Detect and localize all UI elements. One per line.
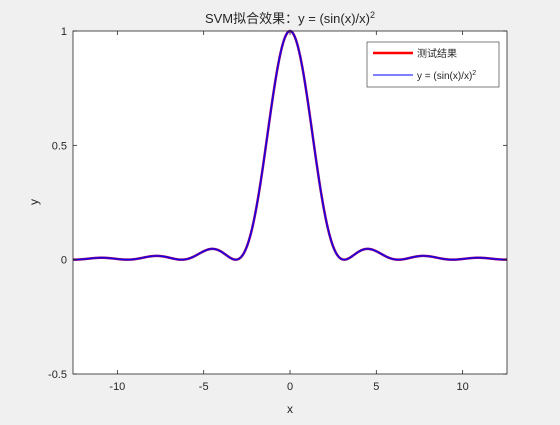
title-superscript: 2 [370,10,375,20]
y-tick-label: 0 [61,255,67,267]
x-axis-label: x [287,402,293,416]
y-tick-label: 1 [61,26,67,38]
x-tick-label: -5 [199,381,209,393]
y-tick-label: 0.5 [52,140,67,152]
y-tick-label: -0.5 [48,369,67,381]
y-axis-label: y [27,199,41,205]
chart-title: SVM拟合效果：y = (sin(x)/x)2 [205,10,375,26]
x-tick-label: 5 [373,381,379,393]
legend-superscript: 2 [472,70,476,77]
legend-box [366,41,500,88]
legend-label-test-result: 测试结果 [417,47,457,60]
legend: 测试结果 y = (sin(x)/x)2 [366,41,500,88]
x-tick-label: -10 [109,381,125,393]
x-tick-label: 0 [287,381,293,393]
legend-label-true-function: y = (sin(x)/x)2 [417,70,476,82]
x-tick-label: 10 [457,381,469,393]
plot-area [73,31,507,374]
ticks: -10 -5 0 5 10 -0.5 0 0.5 1 [48,26,507,393]
